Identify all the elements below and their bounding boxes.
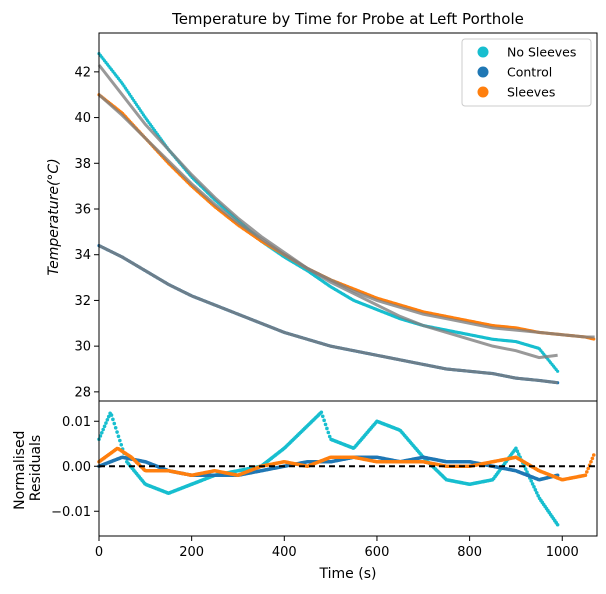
- residual-point: [116, 434, 121, 439]
- residual-point: [101, 427, 105, 432]
- residual-point: [104, 421, 108, 425]
- residual-point: [113, 426, 118, 430]
- residuals-plot-frame: [98, 400, 598, 537]
- legend-marker-sleeves: [477, 86, 489, 98]
- residual-point: [529, 479, 534, 483]
- residual-point: [590, 456, 595, 461]
- residual-point: [118, 438, 122, 443]
- legend-label-no-sleeves: No Sleeves: [507, 45, 576, 60]
- residual-point: [516, 452, 521, 456]
- y-tick-label-32: 32: [74, 294, 91, 309]
- legend-label-sleeves: Sleeves: [507, 85, 555, 100]
- fit-curve-no-sleeves: [97, 64, 558, 360]
- residuals-data-layer: [97, 410, 596, 527]
- residual-point: [591, 453, 596, 457]
- residual-point: [589, 459, 593, 464]
- residual-point: [99, 430, 104, 435]
- residuals-y-ticks: −0.01 0.00 0.01: [51, 415, 99, 520]
- residuals-y-label-line2: Residuals: [28, 435, 44, 501]
- x-tick-label-200: 200: [179, 545, 204, 560]
- fit-curve-sleeves: [98, 93, 595, 339]
- legend: No Sleeves Control Sleeves: [461, 38, 592, 107]
- residual-point: [530, 482, 535, 486]
- residual-point: [555, 522, 560, 527]
- residual-point: [323, 422, 328, 427]
- residual-point: [109, 413, 114, 417]
- fit-curve-control: [98, 244, 558, 385]
- residual-point: [515, 449, 520, 454]
- residual-point: [533, 488, 538, 492]
- chart-title: Temperature by Time for Probe at Left Po…: [171, 10, 524, 28]
- y-tick-label-30: 30: [74, 340, 91, 355]
- residuals-y-label: Normalised Residuals: [12, 426, 44, 510]
- residual-point: [322, 418, 326, 423]
- x-tick-label-1000: 1000: [546, 545, 579, 560]
- residuals-y-label-line1: Normalised: [12, 431, 28, 510]
- y-tick-label-40: 40: [74, 111, 91, 126]
- residual-point: [532, 485, 536, 489]
- y-tick-label-42: 42: [74, 65, 91, 80]
- legend-box: [461, 38, 592, 107]
- temperature-fit-layer: [97, 64, 595, 385]
- residual-point: [327, 434, 332, 439]
- residual-point: [105, 418, 110, 422]
- residual-point: [585, 470, 589, 474]
- residual-y-tick-label: −0.01: [51, 505, 91, 520]
- residual-point: [111, 417, 115, 422]
- residual-point: [583, 473, 588, 478]
- residual-point: [319, 410, 324, 415]
- temperature-y-label: Temperature(°C): [46, 158, 62, 275]
- residual-point: [326, 430, 331, 435]
- residual-point: [536, 493, 540, 498]
- y-tick-label-28: 28: [74, 385, 91, 400]
- residual-point: [102, 424, 107, 429]
- residual-point: [325, 426, 329, 431]
- temperature-panel: 28 30 32 34 36 38 40 42 Temperature(°C) No Slee…: [46, 32, 598, 402]
- data-point: [556, 369, 560, 373]
- residual-point: [514, 446, 518, 451]
- residual-point: [115, 430, 119, 434]
- y-tick-label-34: 34: [74, 248, 91, 263]
- residual-y-tick-label: 0.01: [62, 415, 91, 430]
- x-tick-label-600: 600: [365, 545, 390, 560]
- temperature-y-ticks: 28 30 32 34 36 38 40 42: [74, 65, 99, 400]
- residual-y-tick-label: 0.00: [62, 460, 91, 475]
- x-tick-label-800: 800: [457, 545, 482, 560]
- residual-point: [106, 414, 111, 419]
- legend-label-control: Control: [507, 65, 552, 80]
- residuals-panel: −0.01 0.00 0.01 0 200 400 600 800 1000 Normalis…: [12, 400, 598, 582]
- y-tick-label-38: 38: [74, 157, 91, 172]
- x-tick-label-400: 400: [272, 545, 297, 560]
- legend-marker-control: [477, 66, 489, 78]
- legend-marker-no-sleeves: [477, 46, 489, 58]
- residual-point: [523, 467, 528, 471]
- time-x-ticks: 0 200 400 600 800 1000: [95, 536, 579, 560]
- time-x-label: Time (s): [319, 566, 377, 582]
- x-tick-label-0: 0: [95, 545, 103, 560]
- residual-point: [119, 442, 124, 447]
- residual-point: [112, 421, 117, 426]
- residual-point: [586, 466, 590, 471]
- residual-point: [320, 414, 325, 419]
- residual-point: [534, 491, 539, 495]
- y-tick-label-36: 36: [74, 203, 91, 218]
